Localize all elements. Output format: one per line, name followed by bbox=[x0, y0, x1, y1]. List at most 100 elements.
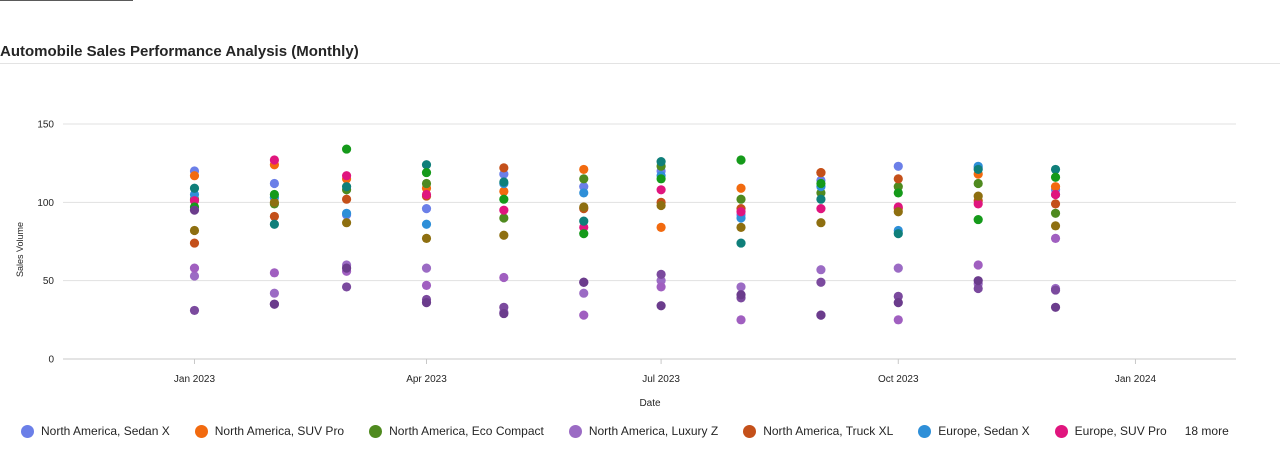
data-point-s4[interactable] bbox=[269, 288, 279, 298]
data-point-s9[interactable] bbox=[189, 183, 200, 193]
data-point-s2[interactable] bbox=[736, 183, 746, 193]
data-point-s13[interactable] bbox=[736, 290, 746, 300]
data-point-s7[interactable] bbox=[736, 207, 746, 217]
data-point-s12[interactable] bbox=[269, 189, 279, 200]
data-point-s8[interactable] bbox=[1050, 233, 1061, 243]
data-point-s9[interactable] bbox=[1050, 164, 1061, 175]
legend-item-6[interactable]: Europe, Sedan X bbox=[911, 424, 1030, 438]
data-point-s6[interactable] bbox=[421, 219, 432, 229]
data-point-s10[interactable] bbox=[973, 191, 983, 201]
data-point-s6[interactable] bbox=[579, 188, 589, 198]
data-point-s3[interactable] bbox=[579, 174, 589, 184]
data-point-s4[interactable] bbox=[893, 263, 903, 273]
data-point-s10[interactable] bbox=[579, 202, 589, 212]
data-point-s2[interactable] bbox=[656, 222, 666, 232]
data-point-s8[interactable] bbox=[579, 310, 589, 320]
data-point-s8[interactable] bbox=[736, 315, 746, 325]
legend-more-button[interactable]: 18 more bbox=[1184, 424, 1229, 438]
data-point-s12[interactable] bbox=[421, 167, 432, 178]
data-point-s11[interactable] bbox=[341, 282, 352, 292]
data-point-s8[interactable] bbox=[973, 260, 983, 270]
data-point-s9[interactable] bbox=[269, 219, 279, 229]
data-point-s4[interactable] bbox=[189, 271, 200, 281]
data-point-s4[interactable] bbox=[579, 288, 589, 298]
data-point-s5[interactable] bbox=[816, 167, 826, 178]
data-point-s13[interactable] bbox=[579, 277, 589, 287]
data-point-s7[interactable] bbox=[973, 199, 983, 209]
data-point-s13[interactable] bbox=[1050, 302, 1061, 312]
data-point-s13[interactable] bbox=[893, 298, 903, 308]
data-point-s5[interactable] bbox=[189, 238, 200, 248]
data-point-s8[interactable] bbox=[421, 280, 432, 290]
data-point-s5[interactable] bbox=[269, 211, 279, 222]
data-point-s2[interactable] bbox=[1050, 182, 1061, 192]
data-point-s12[interactable] bbox=[341, 144, 352, 154]
data-point-s7[interactable] bbox=[499, 205, 509, 215]
data-point-s10[interactable] bbox=[893, 207, 903, 217]
data-point-s3[interactable] bbox=[499, 213, 509, 223]
data-point-s13[interactable] bbox=[499, 308, 509, 319]
data-point-s8[interactable] bbox=[189, 263, 200, 273]
data-point-s13[interactable] bbox=[189, 205, 200, 215]
data-point-s12[interactable] bbox=[656, 174, 666, 184]
data-point-s3[interactable] bbox=[1050, 208, 1061, 218]
data-point-s6[interactable] bbox=[341, 208, 352, 218]
data-point-s7[interactable] bbox=[816, 204, 826, 214]
data-point-s7[interactable] bbox=[1050, 189, 1061, 200]
data-point-s10[interactable] bbox=[1050, 221, 1061, 231]
legend-item-2[interactable]: North America, SUV Pro bbox=[188, 424, 344, 438]
data-point-s9[interactable] bbox=[499, 177, 509, 187]
data-point-s5[interactable] bbox=[499, 163, 509, 173]
data-point-s9[interactable] bbox=[341, 182, 352, 192]
data-point-s13[interactable] bbox=[269, 299, 279, 309]
data-point-s10[interactable] bbox=[189, 225, 200, 236]
data-point-s12[interactable] bbox=[579, 229, 589, 239]
data-point-s10[interactable] bbox=[736, 222, 746, 232]
data-point-s13[interactable] bbox=[341, 263, 352, 273]
legend-item-3[interactable]: North America, Eco Compact bbox=[362, 424, 544, 438]
data-point-s13[interactable] bbox=[973, 276, 983, 286]
legend-item-5[interactable]: North America, Truck XL bbox=[736, 424, 893, 438]
data-point-s12[interactable] bbox=[973, 214, 983, 225]
data-point-s13[interactable] bbox=[656, 301, 666, 311]
data-point-s1[interactable] bbox=[269, 178, 279, 189]
data-point-s11[interactable] bbox=[656, 269, 666, 279]
data-point-s9[interactable] bbox=[736, 238, 746, 248]
data-point-s11[interactable] bbox=[816, 277, 826, 287]
data-point-s4[interactable] bbox=[421, 263, 432, 273]
legend-item-1[interactable]: North America, Sedan X bbox=[14, 424, 170, 438]
data-point-s13[interactable] bbox=[421, 298, 432, 308]
data-point-s2[interactable] bbox=[579, 164, 589, 175]
data-point-s2[interactable] bbox=[499, 186, 509, 196]
data-point-s8[interactable] bbox=[656, 282, 666, 292]
data-point-s12[interactable] bbox=[736, 155, 746, 165]
data-point-s1[interactable] bbox=[893, 161, 903, 171]
data-point-s10[interactable] bbox=[341, 218, 352, 228]
data-point-s7[interactable] bbox=[269, 155, 279, 165]
data-point-s9[interactable] bbox=[656, 157, 666, 167]
data-point-s3[interactable] bbox=[421, 178, 432, 189]
data-point-s12[interactable] bbox=[816, 178, 826, 189]
data-point-s8[interactable] bbox=[499, 272, 509, 283]
data-point-s8[interactable] bbox=[893, 315, 903, 325]
data-point-s7[interactable] bbox=[341, 171, 352, 181]
data-point-s2[interactable] bbox=[189, 171, 200, 181]
data-point-s11[interactable] bbox=[189, 305, 200, 316]
data-point-s5[interactable] bbox=[1050, 199, 1061, 209]
data-point-s13[interactable] bbox=[816, 310, 826, 320]
data-point-s9[interactable] bbox=[973, 164, 983, 175]
data-point-s10[interactable] bbox=[816, 218, 826, 228]
data-point-s9[interactable] bbox=[893, 229, 903, 239]
data-point-s11[interactable] bbox=[973, 283, 983, 294]
legend-item-4[interactable]: North America, Luxury Z bbox=[562, 424, 718, 438]
data-point-s8[interactable] bbox=[269, 268, 279, 278]
legend-item-7[interactable]: Europe, SUV Pro bbox=[1048, 424, 1167, 438]
data-point-s4[interactable] bbox=[816, 265, 826, 275]
data-point-s5[interactable] bbox=[341, 194, 352, 204]
data-point-s3[interactable] bbox=[736, 194, 746, 204]
data-point-s7[interactable] bbox=[656, 185, 666, 195]
data-point-s9[interactable] bbox=[816, 194, 826, 204]
data-point-s3[interactable] bbox=[973, 178, 983, 189]
data-point-s9[interactable] bbox=[579, 216, 589, 226]
data-point-s12[interactable] bbox=[499, 194, 509, 204]
